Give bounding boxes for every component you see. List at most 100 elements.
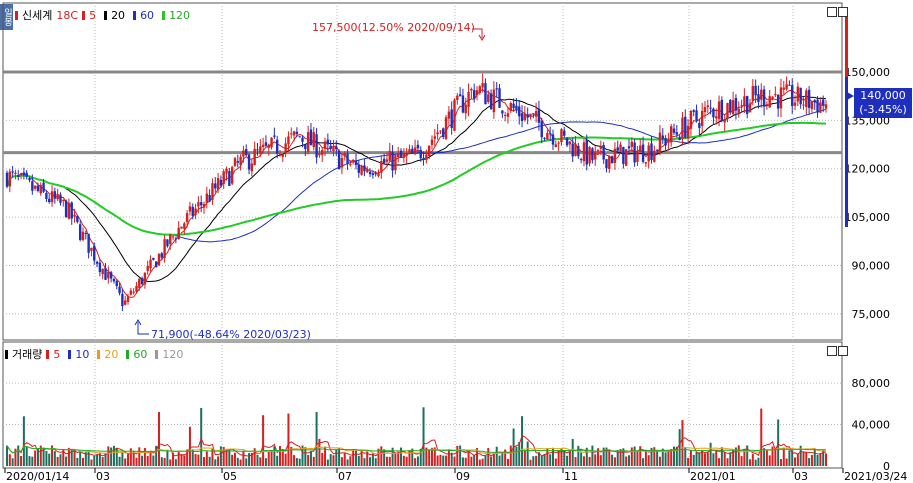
candle-body <box>610 156 614 164</box>
volume-bar <box>343 453 346 466</box>
volume-bar <box>110 447 113 466</box>
volume-bar <box>253 448 256 466</box>
volume-legend: 거래량 5 10 20 60 120 <box>5 346 191 362</box>
candle-body <box>588 147 591 164</box>
candle-body <box>138 278 141 288</box>
volume-bar <box>338 448 341 466</box>
candle-body <box>667 139 670 143</box>
volume-bar <box>737 445 740 466</box>
volume-bar <box>259 457 262 466</box>
legend-ma5[interactable]: 5 <box>82 9 100 22</box>
candle-body <box>121 293 124 307</box>
price-panel-close-button[interactable] <box>838 7 848 17</box>
volume-bar <box>712 453 715 466</box>
candle-body <box>233 158 237 166</box>
volume-bar <box>656 451 659 466</box>
volume-bar <box>701 450 704 466</box>
candle-body <box>754 85 757 96</box>
volume-bar <box>405 456 408 466</box>
candle-body <box>664 138 667 146</box>
candle-body <box>48 198 51 203</box>
legend-color-chip <box>15 10 18 20</box>
stock-name[interactable]: 신세계 <box>22 9 53 22</box>
volume-bar <box>552 447 554 466</box>
candle-body <box>81 231 85 240</box>
legend-vma60[interactable]: 60 <box>126 348 151 361</box>
candle-body <box>292 131 296 136</box>
candle-body <box>28 177 31 181</box>
candle-body <box>354 161 358 165</box>
candle-body <box>478 86 482 94</box>
volume-bar <box>287 413 290 466</box>
candle-body <box>579 159 583 161</box>
candle-body <box>194 208 197 215</box>
volume-bar <box>48 453 51 466</box>
volume-bar <box>740 456 743 466</box>
candle-body <box>509 103 512 111</box>
volume-bar <box>825 453 827 466</box>
legend-vma120[interactable]: 120 <box>155 348 187 361</box>
volume-bar <box>557 450 560 466</box>
candle-body <box>495 88 498 90</box>
volume-bar <box>588 456 591 466</box>
volume-bar <box>349 456 352 466</box>
candle-body <box>529 113 532 117</box>
volume-bar <box>400 447 403 466</box>
candle-body <box>596 149 600 152</box>
candle-body <box>211 183 214 200</box>
legend-vma5[interactable]: 5 <box>46 348 64 361</box>
candle-body <box>577 145 580 157</box>
candle-body <box>551 134 555 145</box>
candle-body <box>366 169 369 173</box>
candle-body <box>363 165 366 172</box>
volume-bar <box>487 448 490 466</box>
volume-bar <box>76 457 79 466</box>
volume-bar <box>597 448 600 466</box>
volume-bar <box>566 455 569 466</box>
legend-ma120[interactable]: 120 <box>162 9 194 22</box>
candle-body <box>225 168 228 174</box>
volume-bar <box>96 454 99 466</box>
volume-y-axis: 80,000 40,000 0 <box>852 377 891 473</box>
candle-body <box>250 163 254 172</box>
candle-body <box>309 129 313 146</box>
x-tick-label: 03 <box>96 470 110 483</box>
candle-body <box>692 110 695 112</box>
price-panel-minimize-button[interactable] <box>827 7 837 17</box>
volume-bar <box>59 454 62 466</box>
candle-body <box>760 89 763 100</box>
candle-body <box>11 171 14 173</box>
candle-body <box>782 87 785 90</box>
candle-body <box>191 206 194 216</box>
volume-bar <box>312 456 315 466</box>
candle-body <box>470 89 473 91</box>
volume-bar <box>644 449 647 466</box>
candle-body <box>140 278 144 285</box>
volume-bar <box>777 419 780 466</box>
candle-body <box>622 146 625 164</box>
candle-body <box>503 115 507 117</box>
candle-body <box>39 184 42 194</box>
volume-bar <box>160 457 163 466</box>
candle-body <box>306 132 310 152</box>
legend-ma20[interactable]: 20 <box>104 9 129 22</box>
volume-panel-close-button[interactable] <box>838 346 848 356</box>
volume-bar <box>67 447 70 466</box>
candle-body <box>5 172 9 187</box>
candle-body <box>630 141 634 147</box>
candle-body <box>253 148 256 166</box>
volume-title[interactable]: 거래량 <box>12 348 43 361</box>
candle-body <box>481 82 484 88</box>
legend-vma10[interactable]: 10 <box>68 348 93 361</box>
volume-panel-minimize-button[interactable] <box>827 346 837 356</box>
legend-vma20[interactable]: 20 <box>97 348 122 361</box>
volume-bar <box>39 445 42 466</box>
candle-body <box>484 83 487 105</box>
candle-body <box>757 94 760 103</box>
volume-bar <box>684 447 687 466</box>
candle-body <box>816 99 819 113</box>
legend-ma60[interactable]: 60 <box>133 9 158 22</box>
volume-bar <box>461 457 464 466</box>
candle-body <box>785 84 788 90</box>
candle-body <box>768 96 771 108</box>
